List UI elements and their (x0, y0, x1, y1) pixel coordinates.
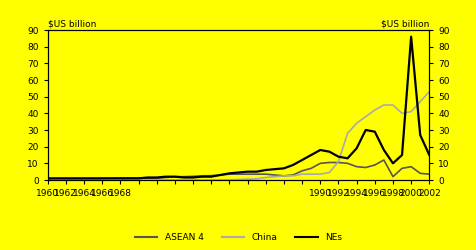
Text: $US billion: $US billion (48, 20, 96, 28)
Text: $US billion: $US billion (380, 20, 428, 28)
Legend: ASEAN 4, China, NEs: ASEAN 4, China, NEs (131, 229, 345, 246)
